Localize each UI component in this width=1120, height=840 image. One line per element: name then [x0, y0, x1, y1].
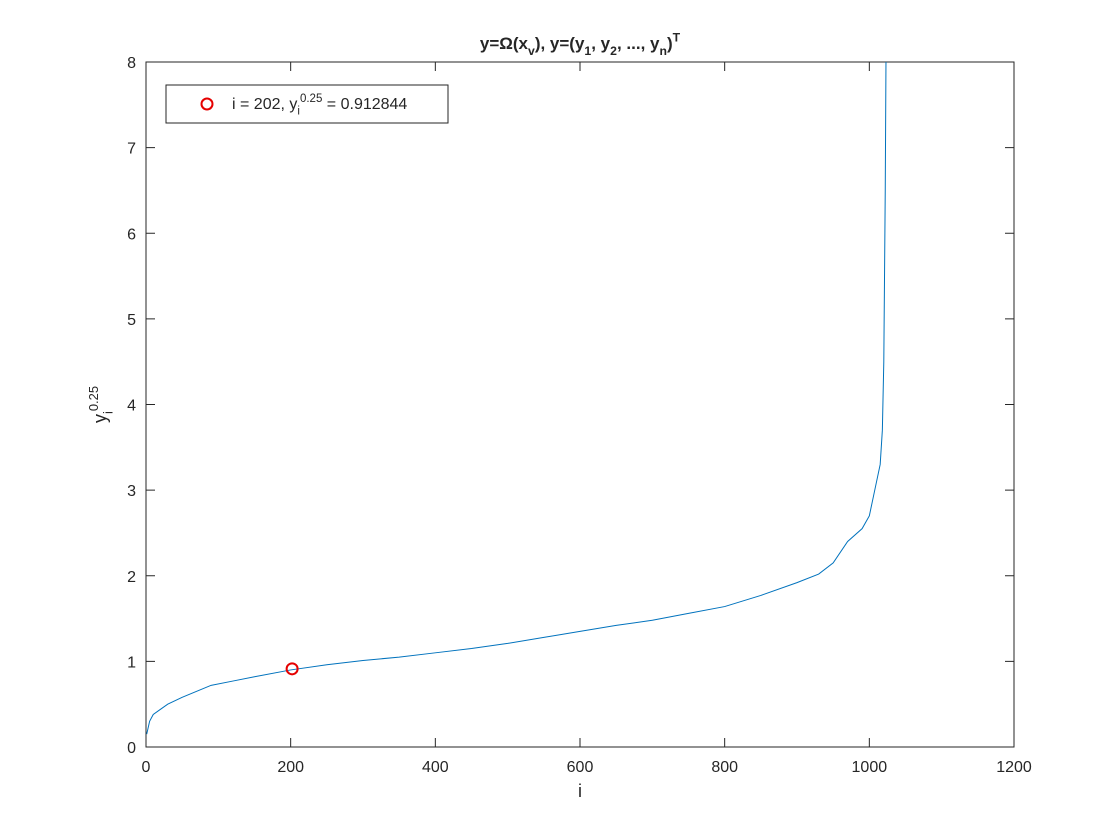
legend-label: i = 202, yi0.25 = 0.912844: [232, 93, 407, 118]
y-tick-label: 1: [127, 654, 136, 671]
chart-title-part: y=Ω(x: [480, 34, 529, 53]
data-line: [146, 62, 887, 735]
y-axis-label: yi0.25: [86, 386, 115, 423]
x-tick-label: 1200: [996, 759, 1032, 776]
x-tick-label: 600: [567, 759, 594, 776]
y-tick-label: 3: [127, 483, 136, 500]
x-axis-label-part: i: [578, 781, 582, 801]
x-tick-label: 400: [422, 759, 449, 776]
y-tick-label: 7: [127, 141, 136, 158]
legend-marker: [200, 97, 214, 111]
y-axis-label-part: i: [100, 411, 115, 414]
legend-label-part: = 0.912844: [322, 96, 407, 113]
x-tick-label: 800: [711, 759, 738, 776]
chart-title-part: , y: [591, 34, 610, 53]
x-tick-label: 0: [142, 759, 151, 776]
y-tick-label: 0: [127, 740, 136, 757]
chart-title-part: n: [659, 44, 666, 58]
x-tick-label: 1000: [852, 759, 888, 776]
x-axis-label: i: [578, 781, 582, 801]
chart-title-part: ): [667, 34, 673, 53]
y-axis-label-part: y: [90, 414, 110, 423]
x-tick-label: 200: [277, 759, 304, 776]
chart-title-part: , ..., y: [617, 34, 660, 53]
y-axis-label-part: 0.25: [86, 386, 101, 411]
chart-title-part: 2: [610, 44, 617, 58]
chart-title-part: ), y=(y: [535, 34, 585, 53]
legend-label-part: 0.25: [300, 93, 322, 105]
legend-label-part: i = 202, y: [232, 96, 297, 113]
chart-title: y=Ω(xv), y=(y1, y2, ..., yn)T: [480, 30, 681, 58]
plot-area: [145, 61, 1015, 748]
data-point: [285, 662, 299, 676]
chart-title-part: T: [673, 30, 681, 44]
chart-title-part: 1: [584, 44, 591, 58]
y-tick-label: 6: [127, 226, 136, 243]
legend-label-part: i: [297, 106, 300, 118]
y-tick-label: 8: [127, 55, 136, 72]
y-tick-label: 2: [127, 569, 136, 586]
chart-title-part: v: [528, 44, 535, 58]
y-tick-label: 5: [127, 312, 136, 329]
y-tick-label: 4: [127, 398, 136, 415]
